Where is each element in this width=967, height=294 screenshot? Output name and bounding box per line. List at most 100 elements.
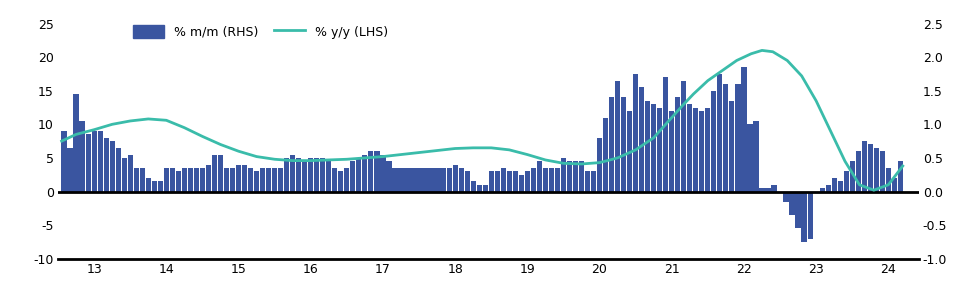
Bar (193, 168, 199, 191)
Bar (742, 67, 747, 191)
Bar (158, 181, 162, 191)
Bar (837, 181, 843, 191)
Bar (188, 168, 193, 191)
Bar (62, 131, 67, 191)
Bar (880, 151, 885, 191)
Bar (182, 168, 187, 191)
Bar (602, 118, 608, 191)
Bar (236, 165, 241, 191)
Bar (374, 151, 379, 191)
Bar (356, 158, 362, 191)
Bar (338, 171, 343, 191)
Bar (597, 138, 602, 191)
Bar (350, 161, 356, 191)
Bar (320, 158, 325, 191)
Bar (843, 171, 849, 191)
Bar (501, 168, 506, 191)
Bar (200, 168, 205, 191)
Bar (139, 168, 145, 191)
Bar (146, 178, 151, 191)
Bar (98, 131, 103, 191)
Bar (434, 168, 440, 191)
Bar (368, 151, 373, 191)
Bar (832, 178, 836, 191)
Bar (633, 74, 638, 191)
Bar (73, 94, 78, 191)
Bar (393, 168, 397, 191)
Bar (290, 155, 295, 191)
Bar (326, 161, 332, 191)
Bar (819, 188, 825, 191)
Bar (591, 171, 596, 191)
Bar (308, 158, 313, 191)
Bar (248, 168, 253, 191)
Bar (464, 171, 470, 191)
Bar (230, 168, 235, 191)
Bar (254, 171, 259, 191)
Bar (807, 191, 812, 238)
Bar (483, 185, 487, 191)
Bar (260, 168, 265, 191)
Bar (513, 171, 518, 191)
Bar (579, 161, 584, 191)
Bar (783, 191, 789, 202)
Bar (272, 168, 278, 191)
Bar (103, 138, 108, 191)
Bar (759, 188, 765, 191)
Bar (494, 171, 500, 191)
Bar (386, 161, 392, 191)
Bar (555, 168, 560, 191)
Bar (224, 168, 229, 191)
Bar (170, 168, 175, 191)
Bar (477, 185, 482, 191)
Bar (525, 171, 530, 191)
Bar (116, 148, 121, 191)
Bar (615, 81, 620, 191)
Bar (693, 108, 698, 191)
Bar (681, 81, 687, 191)
Bar (333, 168, 337, 191)
Bar (344, 168, 349, 191)
Bar (278, 168, 283, 191)
Bar (765, 188, 771, 191)
Bar (152, 181, 157, 191)
Bar (206, 165, 211, 191)
Bar (688, 104, 692, 191)
Bar (404, 168, 410, 191)
Bar (753, 121, 758, 191)
Bar (85, 134, 91, 191)
Bar (772, 185, 777, 191)
Bar (242, 165, 248, 191)
Bar (802, 191, 806, 242)
Bar (531, 168, 536, 191)
Bar (651, 104, 657, 191)
Bar (862, 141, 866, 191)
Bar (850, 161, 855, 191)
Bar (266, 168, 271, 191)
Bar (488, 171, 494, 191)
Bar (507, 171, 512, 191)
Bar (886, 168, 891, 191)
Bar (79, 121, 85, 191)
Bar (537, 161, 542, 191)
Bar (735, 84, 741, 191)
Bar (639, 87, 644, 191)
Bar (897, 161, 903, 191)
Bar (621, 97, 627, 191)
Bar (609, 97, 614, 191)
Bar (212, 155, 217, 191)
Bar (699, 111, 704, 191)
Bar (892, 178, 897, 191)
Bar (363, 155, 367, 191)
Bar (380, 155, 386, 191)
Bar (826, 185, 831, 191)
Bar (675, 97, 681, 191)
Bar (723, 84, 728, 191)
Bar (729, 101, 735, 191)
Bar (314, 158, 319, 191)
Bar (92, 131, 97, 191)
Bar (747, 124, 752, 191)
Bar (585, 171, 590, 191)
Bar (68, 148, 73, 191)
Bar (561, 158, 566, 191)
